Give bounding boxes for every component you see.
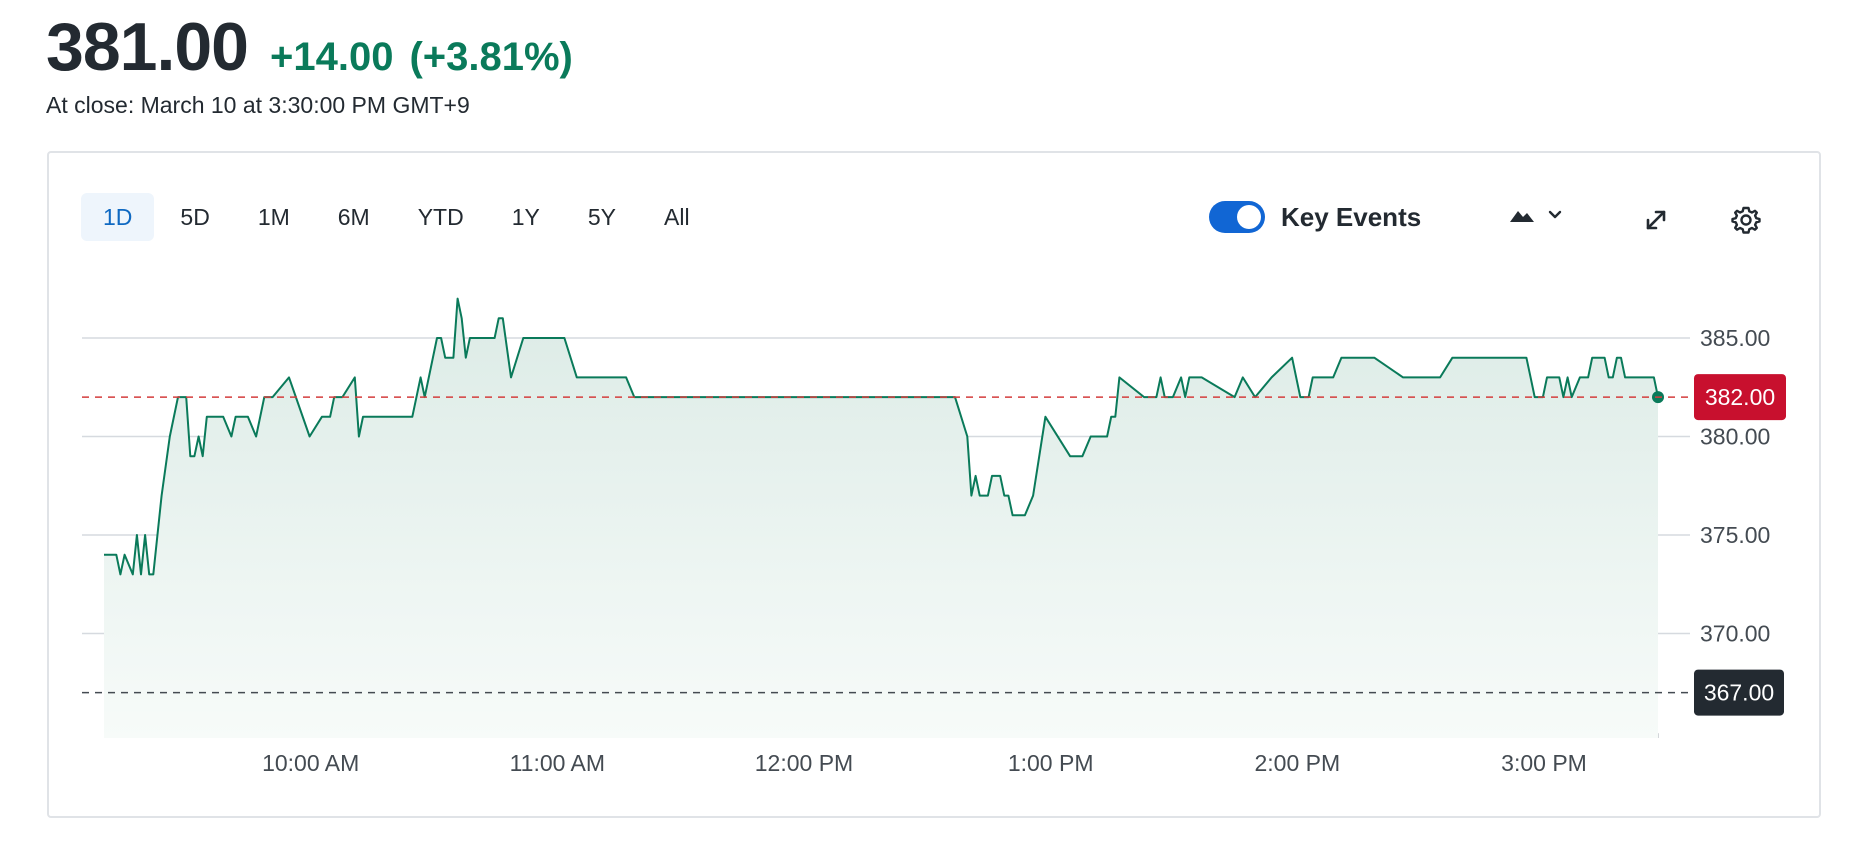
price-line <box>104 297 1659 576</box>
price-change: +14.00 <box>269 35 394 79</box>
quote-header: 381.00 +14.00 (+3.81%) At close: March 1… <box>46 8 573 119</box>
x-tick-label: 1:00 PM <box>1008 750 1094 776</box>
key-events-label: Key Events <box>1281 201 1422 232</box>
x-tick-label: 11:00 AM <box>510 750 605 776</box>
previous-close-label: 367.00 <box>1704 680 1774 706</box>
y-tick-label: 380.00 <box>1700 424 1770 450</box>
key-events-toggle[interactable] <box>1209 201 1265 233</box>
range-tabs: 1D 5D 1M 6M YTD 1Y 5Y All <box>81 193 716 241</box>
x-tick-label: 3:00 PM <box>1501 750 1587 776</box>
mountain-icon <box>1510 211 1534 222</box>
y-axis-labels: 385.00 380.00 375.00 370.00 <box>1700 325 1770 647</box>
y-tick-label: 375.00 <box>1700 522 1770 548</box>
x-tick-label: 12:00 PM <box>755 750 853 776</box>
previous-close-badge <box>1694 669 1784 716</box>
price-change-percent: (+3.81%) <box>409 35 573 79</box>
range-tab-1m[interactable]: 1M <box>257 204 290 230</box>
chart-type-button[interactable] <box>1509 205 1565 225</box>
x-tick-label: 2:00 PM <box>1255 750 1341 776</box>
range-tab-1y[interactable]: 1Y <box>511 204 540 230</box>
expand-icon <box>1646 210 1666 230</box>
chart-card: 1D 5D 1M 6M YTD 1Y 5Y All Key Events <box>47 151 1821 818</box>
y-tick-label: 370.00 <box>1700 621 1770 647</box>
price-area-fill <box>104 298 1658 738</box>
reference-lines: 382.00 367.00 <box>82 374 1786 716</box>
settings-button[interactable] <box>1729 203 1763 237</box>
x-axis-labels: 10:00 AM 11:00 AM 12:00 PM 1:00 PM 2:00 PM 3:… <box>262 750 1587 776</box>
toggle-knob <box>1237 205 1261 229</box>
range-tab-5y[interactable]: 5Y <box>587 204 616 230</box>
key-events-control: Key Events <box>1209 201 1421 233</box>
price-area <box>104 297 1664 738</box>
gear-icon <box>1731 206 1761 234</box>
current-price-label: 382.00 <box>1705 384 1775 410</box>
current-price-badge <box>1694 374 1786 421</box>
range-tab-all[interactable]: All <box>664 204 690 230</box>
y-tick-label: 385.00 <box>1700 325 1770 351</box>
x-tick-label: 10:00 AM <box>262 750 359 776</box>
price-row: 381.00 +14.00 (+3.81%) <box>46 8 573 86</box>
range-tab-6m[interactable]: 6M <box>337 204 370 230</box>
market-close-time: At close: March 10 at 3:30:00 PM GMT+9 <box>46 92 470 118</box>
last-price: 381.00 <box>46 9 249 85</box>
chevron-down-icon <box>1548 210 1562 219</box>
range-tab-1d[interactable]: 1D <box>81 193 155 241</box>
expand-button[interactable] <box>1639 203 1673 237</box>
range-tab-ytd[interactable]: YTD <box>417 204 464 230</box>
range-tab-5d[interactable]: 5D <box>180 204 210 230</box>
